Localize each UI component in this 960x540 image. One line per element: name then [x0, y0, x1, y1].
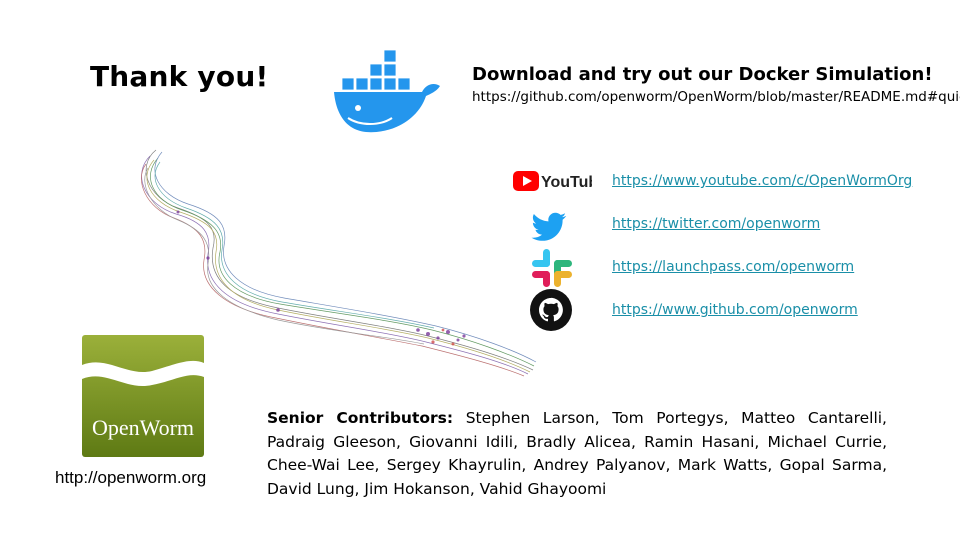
- twitter-url[interactable]: https://twitter.com/openworm: [612, 216, 821, 232]
- slack-link-row[interactable]: https://launchpass.com/openworm: [512, 249, 854, 287]
- github-icon: [512, 289, 592, 331]
- openworm-logo: OpenWorm: [82, 335, 204, 457]
- youtube-icon: YouTube: [512, 163, 592, 199]
- slack-icon: [512, 249, 592, 287]
- github-url[interactable]: https://www.github.com/openworm: [612, 302, 858, 318]
- docker-quickstart-url[interactable]: https://github.com/openworm/OpenWorm/blo…: [472, 89, 960, 105]
- openworm-url[interactable]: http://openworm.org: [55, 468, 207, 487]
- openworm-logo-text: OpenWorm: [92, 415, 194, 440]
- youtube-url[interactable]: https://www.youtube.com/c/OpenWormOrg: [612, 173, 913, 189]
- contributors-list: Stephen Larson, Tom Portegys, Matteo Can…: [267, 409, 887, 498]
- youtube-link-row[interactable]: YouTube https://www.youtube.com/c/OpenWo…: [512, 163, 912, 199]
- slack-url[interactable]: https://launchpass.com/openworm: [612, 259, 855, 275]
- youtube-wordmark: YouTube: [541, 174, 592, 191]
- contributors-label: Senior Contributors:: [267, 409, 454, 427]
- twitter-icon: [512, 206, 592, 242]
- senior-contributors: Senior Contributors: Stephen Larson, Tom…: [267, 407, 887, 501]
- github-link-row[interactable]: https://www.github.com/openworm: [512, 289, 858, 331]
- slide-title: Thank you!: [90, 60, 269, 93]
- twitter-link-row[interactable]: https://twitter.com/openworm: [512, 206, 820, 242]
- worm-simulation-image: [141, 149, 537, 377]
- docker-whale-icon: [334, 49, 440, 133]
- docker-heading: Download and try out our Docker Simulati…: [472, 64, 933, 85]
